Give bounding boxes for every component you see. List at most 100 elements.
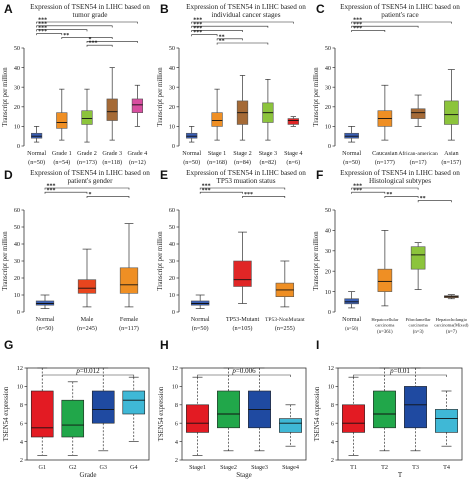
y-tick-label: 0 xyxy=(328,309,331,316)
panel-a: A Expression of TSEN54 in LIHC based ontu… xyxy=(2,2,150,166)
pvalue-p: p xyxy=(389,367,394,375)
significance-stars: ** xyxy=(63,33,69,39)
box-4 xyxy=(131,84,143,127)
x-tick-label-line: carcinoma xyxy=(375,323,394,328)
significance-bracket: *** xyxy=(351,26,386,32)
pvalue-text: p=0.01 xyxy=(389,367,410,375)
y-tick-label: 0 xyxy=(172,143,175,150)
box-body xyxy=(279,418,302,433)
box-0 xyxy=(186,376,209,456)
box-2 xyxy=(91,367,115,452)
chart-title-line: patient's race xyxy=(381,11,418,19)
significance-bracket: * xyxy=(86,192,130,198)
box-0 xyxy=(35,294,55,309)
y-tick-label: 12 xyxy=(17,365,23,372)
bracket-line xyxy=(351,191,386,194)
x-tick-label-line: Hepatocholangio xyxy=(436,317,468,322)
y-tick-label: 50 xyxy=(325,207,331,214)
y-tick-label: 10 xyxy=(325,124,331,131)
box-body xyxy=(233,260,252,287)
box-1 xyxy=(56,88,68,141)
x-tick-label: G3 xyxy=(99,464,107,471)
x-axis-label: T xyxy=(398,471,403,479)
y-tick-label: 60 xyxy=(169,207,175,214)
y-tick-label: 30 xyxy=(14,258,20,265)
box-0 xyxy=(31,126,43,143)
bracket-line xyxy=(191,21,294,24)
box-body xyxy=(217,390,240,429)
box-0 xyxy=(30,367,54,456)
box-body xyxy=(287,118,299,125)
y-tick-label: 4 xyxy=(175,439,178,446)
panel-b: B Expression of TSEN54 in LIHC based onin… xyxy=(157,2,306,166)
y-tick-label: 20 xyxy=(14,275,20,282)
y-tick-label: 50 xyxy=(325,45,331,52)
x-tick-label: TP53-NonMutant xyxy=(265,317,305,323)
y-tick-label: 6 xyxy=(331,420,334,427)
y-tick-label: 40 xyxy=(14,241,20,248)
significance-stars: *** xyxy=(353,26,362,32)
box-0 xyxy=(344,291,359,309)
y-axis-label: Transcript per million xyxy=(157,67,164,127)
significance-stars: *** xyxy=(353,18,362,24)
y-tick-label: 2 xyxy=(331,457,334,464)
box-body xyxy=(444,100,459,125)
x-tick-label: Stage4 xyxy=(282,464,299,471)
box-body xyxy=(122,390,146,415)
y-tick-label: 20 xyxy=(325,104,331,111)
box-4 xyxy=(287,116,299,127)
box-body xyxy=(435,409,458,433)
chart-title-line: Expression of TSEN54 in LIHC based on xyxy=(186,3,306,11)
x-count-label: (n=118) xyxy=(102,159,122,166)
y-tick-label: 20 xyxy=(169,104,175,111)
significance-bracket: *** xyxy=(36,29,63,35)
x-tick-label: Stage1 xyxy=(189,464,206,471)
bracket-line xyxy=(199,187,286,190)
y-axis-label: Transcript per million xyxy=(2,231,9,291)
significance-bracket: *** xyxy=(199,184,286,190)
significance-stars: *** xyxy=(244,192,253,198)
x-tick-label-line: Hepatocellular xyxy=(371,317,399,322)
bracket-line xyxy=(44,191,88,194)
x-count-label: (n=12) xyxy=(129,159,146,166)
x-count-label: (n=50) xyxy=(37,325,54,332)
y-tick-label: 8 xyxy=(175,402,178,409)
y-tick-label: 4 xyxy=(20,439,23,446)
panel-i: I 2 4 6 8 10 12 TSEN54 expression T1 T2 T3 T4 Tp=0.0… xyxy=(314,338,463,479)
panel-e: E Expression of TSEN54 in LIHC based onTP… xyxy=(157,168,306,332)
box-2 xyxy=(275,260,295,308)
y-tick-label: 8 xyxy=(331,402,334,409)
bracket-line xyxy=(61,37,113,40)
x-tick-label: TP53-Mutant xyxy=(226,316,260,323)
significance-bracket: * xyxy=(86,37,138,43)
x-tick-label: Stage3 xyxy=(251,464,268,471)
bracket-line xyxy=(384,196,419,198)
pvalue-value: =0.01 xyxy=(394,367,411,375)
x-tick-label: G4 xyxy=(130,464,138,471)
significance-stars: * xyxy=(89,37,92,43)
pvalue-bracket xyxy=(41,374,135,377)
significance-bracket: ** xyxy=(216,39,269,45)
significance-bracket: *** xyxy=(44,184,130,190)
significance-bracket: *** xyxy=(36,25,88,32)
x-count-label: (n=245) xyxy=(77,325,97,332)
significance-bracket: *** xyxy=(191,26,243,32)
box-body xyxy=(186,404,209,433)
box-1 xyxy=(377,84,393,141)
plot-frame xyxy=(337,367,463,461)
significance-bracket: ** xyxy=(417,196,452,203)
bracket-line xyxy=(191,30,243,32)
significance-bracket: *** xyxy=(36,18,138,24)
significance-bracket: *** xyxy=(242,192,286,198)
x-count-label: (n=361) xyxy=(377,330,393,335)
x-tick-label: Normal xyxy=(191,316,210,323)
x-count-label: (n=7) xyxy=(446,330,457,335)
y-tick-label: 10 xyxy=(328,384,334,391)
x-count-label: (n=82) xyxy=(259,159,276,166)
y-tick-label: 20 xyxy=(14,104,20,111)
bracket-line xyxy=(191,25,269,28)
x-tick-label: Hepatocholangio carcinoma(Mixed) xyxy=(434,317,469,328)
x-tick-label: Normal xyxy=(342,316,361,323)
